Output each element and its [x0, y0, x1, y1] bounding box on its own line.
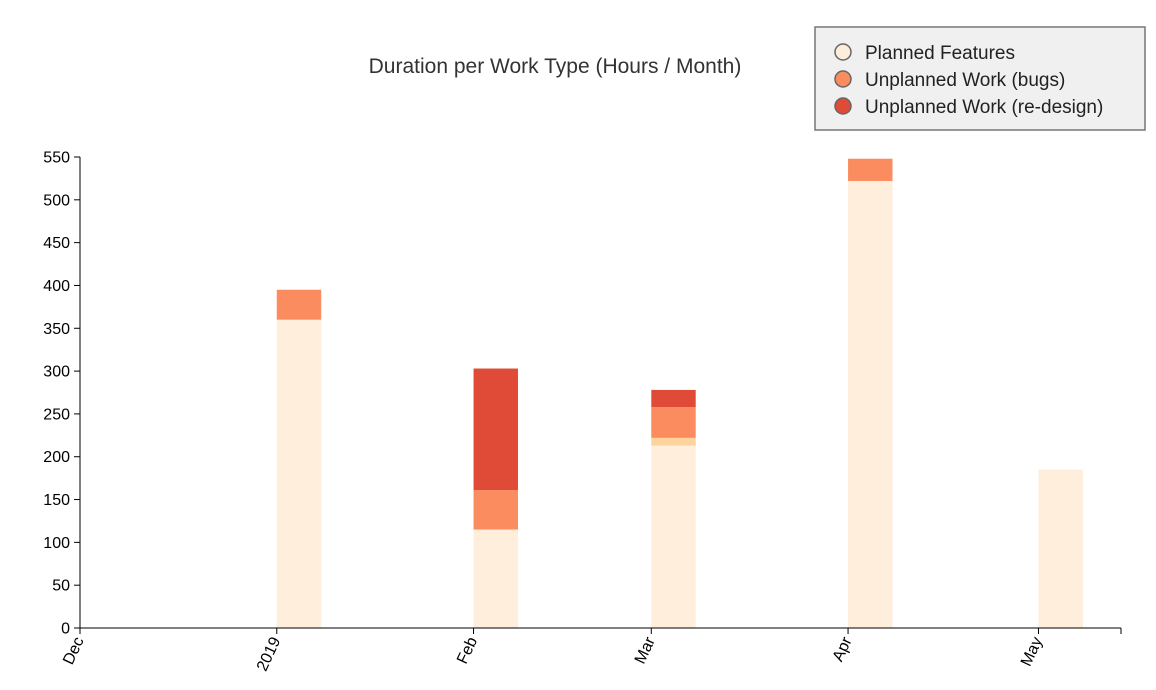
y-tick-label-0: 0	[61, 621, 70, 638]
bar-2-segment-0	[651, 445, 696, 628]
bar-4-segment-0	[1038, 469, 1083, 628]
legend-swatch-2	[834, 97, 852, 115]
bar-0-segment-1	[276, 289, 322, 320]
y-tick-label-550: 550	[43, 150, 70, 167]
bar-2-segment-3	[651, 389, 696, 408]
y-tick-label-200: 200	[43, 449, 70, 466]
y-tick-label-350: 350	[43, 321, 70, 338]
bar-1-segment-0	[473, 529, 518, 628]
y-tick-label-450: 450	[43, 235, 70, 252]
bar-2-segment-1	[651, 437, 696, 446]
y-tick-label-250: 250	[43, 406, 70, 423]
legend-label-2: Unplanned Work (re-design)	[865, 97, 1103, 118]
bar-0-segment-0	[276, 319, 322, 628]
plot-bars	[276, 158, 1083, 628]
legend-swatch-0	[834, 43, 852, 61]
y-tick-label-100: 100	[43, 535, 70, 552]
chart-title: Duration per Work Type (Hours / Month)	[369, 55, 742, 78]
bar-1-segment-2	[473, 368, 518, 491]
y-tick-label-400: 400	[43, 278, 70, 295]
y-tick-label-300: 300	[43, 364, 70, 381]
bar-3-segment-1	[848, 158, 893, 181]
x-tick-label-Mar: Mar	[632, 634, 659, 667]
x-tick-label-May: May	[1018, 635, 1046, 670]
x-tick-label-Apr: Apr	[830, 634, 856, 664]
y-tick-label-50: 50	[52, 578, 70, 595]
legend-label-1: Unplanned Work (bugs)	[865, 70, 1065, 91]
bar-3-segment-0	[848, 180, 893, 628]
legend-label-0: Planned Features	[865, 43, 1015, 64]
y-tick-label-150: 150	[43, 492, 70, 509]
bar-2-segment-2	[651, 407, 696, 438]
y-tick-label-500: 500	[43, 192, 70, 209]
bar-1-segment-1	[473, 490, 518, 530]
legend-box	[814, 26, 1146, 131]
x-tick-label-2019: 2019	[254, 634, 284, 674]
x-tick-label-Feb: Feb	[454, 634, 481, 666]
legend-swatch-1	[834, 70, 852, 88]
x-tick-label-Dec: Dec	[60, 635, 87, 668]
y-axis: 0 50 100 150 200 250 300 350 400 450 500 550	[43, 150, 81, 638]
x-axis: Dec 2019 Feb Mar Apr May	[60, 627, 1122, 674]
legend: Planned Features Unplanned Work (bugs) Unp…	[814, 26, 1146, 131]
